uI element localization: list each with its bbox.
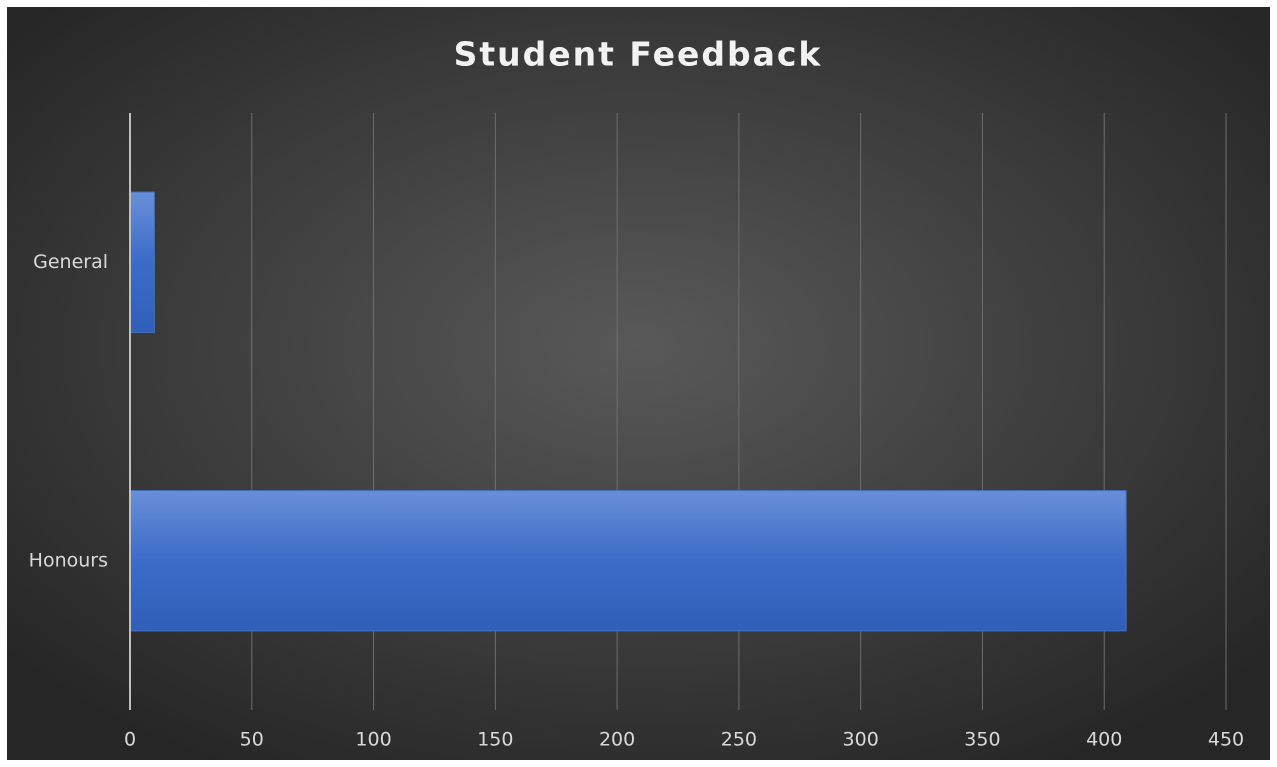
x-tick-label: 150 xyxy=(477,729,513,751)
x-tick-label: 50 xyxy=(240,729,264,751)
x-tick-label: 200 xyxy=(599,729,635,751)
y-tick-label: General xyxy=(33,251,108,273)
x-tick-label: 450 xyxy=(1208,729,1244,751)
x-tick-label: 250 xyxy=(721,729,757,751)
x-tick-label: 100 xyxy=(355,729,391,751)
x-tick-label: 300 xyxy=(843,729,879,751)
chart-background xyxy=(7,7,1270,760)
bar xyxy=(129,490,1127,632)
x-tick-label: 350 xyxy=(964,729,1000,751)
bar xyxy=(129,191,155,333)
x-tick-label: 400 xyxy=(1086,729,1122,751)
x-tick-label: 0 xyxy=(124,729,136,751)
chart-title: Student Feedback xyxy=(454,35,823,74)
y-tick-label: Honours xyxy=(29,549,108,571)
